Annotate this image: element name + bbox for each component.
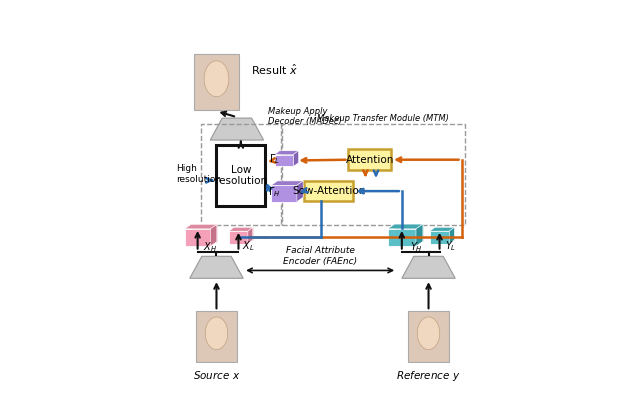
Text: Makeup Apply
Decoder (MADec): Makeup Apply Decoder (MADec) <box>268 107 342 126</box>
Polygon shape <box>210 118 264 140</box>
Text: $\Gamma_H$: $\Gamma_H$ <box>268 185 280 199</box>
Polygon shape <box>402 256 455 278</box>
Polygon shape <box>388 229 416 246</box>
Polygon shape <box>185 229 211 246</box>
Polygon shape <box>271 181 303 185</box>
Polygon shape <box>271 185 297 202</box>
Polygon shape <box>416 224 423 246</box>
Polygon shape <box>229 231 248 244</box>
Text: $Y_L$: $Y_L$ <box>445 239 456 253</box>
Text: Facial Attribute
Encoder (FAEnc): Facial Attribute Encoder (FAEnc) <box>283 246 357 266</box>
Polygon shape <box>449 227 454 244</box>
Text: High
resolution: High resolution <box>177 164 221 184</box>
Polygon shape <box>388 224 423 229</box>
Polygon shape <box>280 151 298 163</box>
Text: Makeup Transfer Module (MTM): Makeup Transfer Module (MTM) <box>317 114 449 123</box>
Text: Result $\hat{x}$: Result $\hat{x}$ <box>251 62 298 77</box>
Text: $Y_H$: $Y_H$ <box>410 241 423 255</box>
Polygon shape <box>435 227 454 240</box>
Text: Source $x$: Source $x$ <box>193 369 240 381</box>
Text: Sow-Attention: Sow-Attention <box>292 186 365 196</box>
Bar <box>194 54 239 110</box>
Bar <box>305 181 353 201</box>
Polygon shape <box>190 256 243 278</box>
Polygon shape <box>395 224 423 242</box>
Polygon shape <box>430 227 454 231</box>
Ellipse shape <box>417 317 440 350</box>
Ellipse shape <box>205 317 228 350</box>
Ellipse shape <box>204 61 229 97</box>
Polygon shape <box>297 181 303 202</box>
Text: Attention: Attention <box>346 155 394 165</box>
Text: $X_H$: $X_H$ <box>203 241 216 255</box>
Polygon shape <box>277 181 303 197</box>
Polygon shape <box>248 227 253 244</box>
Polygon shape <box>229 227 253 231</box>
Polygon shape <box>275 151 298 155</box>
Bar <box>196 311 237 361</box>
Polygon shape <box>430 231 449 244</box>
Polygon shape <box>234 227 253 240</box>
Bar <box>201 124 281 225</box>
Text: $X_L$: $X_L$ <box>242 239 254 253</box>
Text: Reference $y$: Reference $y$ <box>396 369 461 384</box>
Polygon shape <box>191 224 217 242</box>
Text: Low
resolution: Low resolution <box>215 164 267 186</box>
Bar <box>408 311 449 361</box>
Text: $\Gamma_L$: $\Gamma_L$ <box>269 152 280 166</box>
Polygon shape <box>275 155 294 166</box>
Bar <box>216 145 265 206</box>
Bar <box>348 149 391 170</box>
Bar <box>282 124 465 225</box>
Polygon shape <box>294 151 298 166</box>
Polygon shape <box>185 224 217 229</box>
Polygon shape <box>211 224 217 246</box>
